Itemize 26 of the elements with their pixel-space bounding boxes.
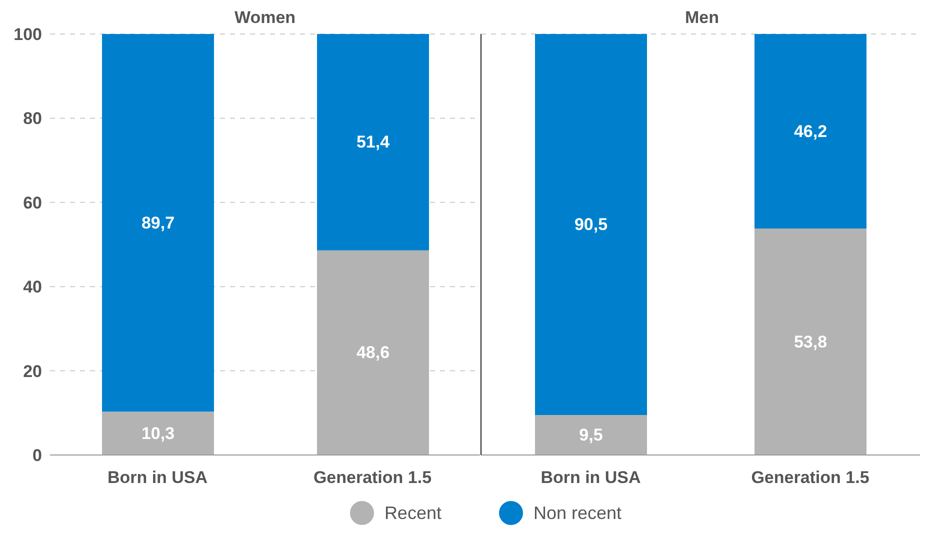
bar xyxy=(102,412,214,455)
x-tick-label: Generation 1.5 xyxy=(751,468,870,488)
bar xyxy=(317,250,429,455)
x-tick-label: Born in USA xyxy=(540,468,641,488)
data-label: 10,3 xyxy=(141,424,175,443)
data-label: 90,5 xyxy=(574,215,608,234)
data-label: 48,6 xyxy=(356,343,390,362)
chart-title: Men xyxy=(684,8,720,28)
data-label: 9,5 xyxy=(579,426,603,445)
data-label: 51,4 xyxy=(356,132,390,152)
legend-label: Non recent xyxy=(533,502,622,524)
data-label: 89,7 xyxy=(141,213,175,232)
y-tick-label: 80 xyxy=(23,109,42,128)
y-tick-label: 40 xyxy=(23,278,42,297)
y-tick-label: 20 xyxy=(23,362,42,381)
bar xyxy=(317,34,429,250)
legend-label: Recent xyxy=(384,502,442,524)
data-label: 53,8 xyxy=(794,332,828,352)
data-label: 46,2 xyxy=(794,122,828,141)
bar xyxy=(102,34,214,412)
y-tick-label: 0 xyxy=(32,446,42,466)
x-tick-label: Born in USA xyxy=(107,468,208,488)
y-tick-label: 60 xyxy=(23,193,42,212)
chart-title: Women xyxy=(234,8,296,27)
x-tick-label: Generation 1.5 xyxy=(313,468,432,488)
y-tick-label: 100 xyxy=(14,25,42,44)
